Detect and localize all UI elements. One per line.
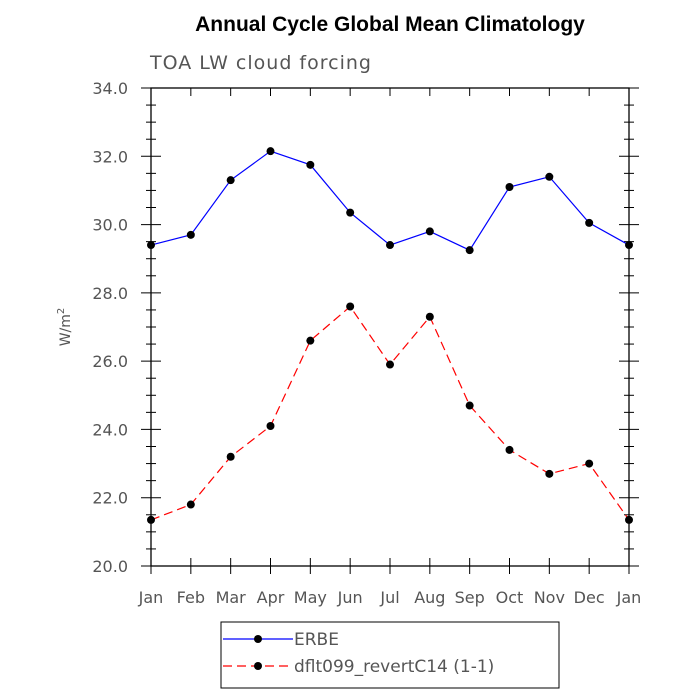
x-tick-label: Jan — [138, 588, 164, 607]
chart-subtitle: TOA LW cloud forcing — [149, 52, 372, 74]
x-tick-label: May — [294, 588, 327, 607]
x-tick-label: Apr — [257, 588, 285, 607]
series-0-point — [226, 176, 235, 185]
series-0-point — [625, 241, 633, 250]
y-tick-label: 30.0 — [92, 216, 128, 235]
series-1-point — [346, 302, 355, 311]
svg-text:W/m2: W/m2 — [56, 308, 74, 347]
series-0-point — [386, 241, 394, 250]
x-tick-label: Aug — [414, 588, 445, 607]
series-1-point — [147, 515, 155, 524]
y-axis-label: W/m2 — [56, 308, 74, 347]
series-1-point — [465, 401, 474, 410]
legend-label-model: dflt099_revertC14 (1-1) — [294, 657, 494, 677]
series-line-0 — [150, 150, 630, 251]
series-1-point — [625, 515, 633, 524]
series-1-point — [585, 459, 594, 468]
series-1-point — [306, 336, 315, 345]
legend-box — [220, 621, 560, 689]
x-tick-label: Mar — [216, 588, 247, 607]
series-0-point — [147, 241, 155, 250]
series-0-point — [585, 218, 594, 227]
series-1-point — [505, 445, 514, 454]
series-1-point — [266, 422, 275, 431]
y-tick-label: 24.0 — [92, 420, 128, 439]
series-0-point — [545, 172, 554, 181]
series-1-point — [386, 360, 394, 369]
series-0-point — [186, 230, 195, 239]
series-0-point — [266, 147, 275, 156]
series-0-point — [465, 246, 474, 255]
x-tick-label: Jun — [337, 588, 363, 607]
series-layer — [147, 147, 633, 524]
y-tick-label: 28.0 — [92, 284, 128, 303]
series-0-point — [346, 208, 355, 217]
series-1-point — [545, 469, 554, 478]
axis-ticks: Jan Feb Mar Apr May Jun Jul Aug Sep Oct Nov Dec Jan 2… — [92, 79, 641, 607]
series-line-1 — [150, 305, 630, 521]
x-tick-label: Dec — [574, 588, 605, 607]
x-tick-label: Jul — [379, 588, 399, 607]
y-axis-label-superscript: 2 — [56, 308, 67, 314]
y-tick-label: 26.0 — [92, 352, 128, 371]
plot-frame — [150, 87, 630, 567]
series-0-point — [505, 183, 514, 192]
series-1-point — [186, 500, 195, 509]
y-axis-label-text: W/m — [58, 314, 74, 346]
x-tick-label: Nov — [534, 588, 565, 607]
series-1-point — [425, 312, 434, 321]
y-tick-label: 32.0 — [92, 147, 128, 166]
legend: ERBE dflt099_revertC14 (1-1) — [220, 621, 560, 689]
y-tick-label: 20.0 — [92, 557, 128, 576]
chart-title: Annual Cycle Global Mean Climatology — [195, 13, 585, 36]
legend-marker-erbe — [254, 635, 262, 643]
y-tick-label: 34.0 — [92, 79, 128, 98]
series-1-point — [226, 452, 235, 461]
series-0-point — [306, 160, 315, 169]
x-tick-label: Feb — [177, 588, 205, 607]
y-tick-label: 22.0 — [92, 489, 128, 508]
x-tick-label: Oct — [496, 588, 524, 607]
x-tick-label: Sep — [455, 588, 485, 607]
legend-marker-model — [254, 662, 262, 670]
legend-label-erbe: ERBE — [294, 630, 339, 650]
x-tick-label: Jan — [616, 588, 642, 607]
series-0-point — [425, 227, 434, 236]
